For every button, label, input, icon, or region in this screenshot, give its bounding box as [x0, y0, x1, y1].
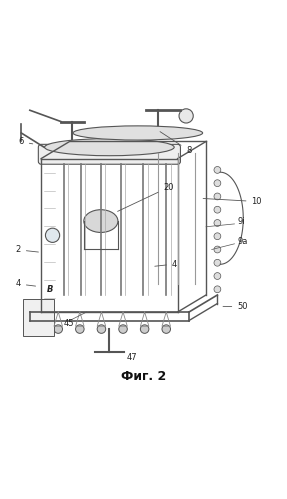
- FancyBboxPatch shape: [23, 299, 54, 336]
- Text: 9a: 9a: [237, 237, 248, 246]
- Text: 4: 4: [155, 259, 177, 268]
- Circle shape: [214, 206, 221, 213]
- Text: 8: 8: [160, 132, 191, 155]
- Circle shape: [75, 325, 84, 333]
- Circle shape: [97, 325, 106, 333]
- Circle shape: [162, 325, 170, 333]
- Circle shape: [119, 325, 127, 333]
- Ellipse shape: [84, 210, 118, 233]
- Circle shape: [54, 325, 63, 333]
- Ellipse shape: [44, 139, 174, 156]
- Circle shape: [214, 167, 221, 173]
- Text: 6: 6: [18, 137, 33, 146]
- Circle shape: [214, 180, 221, 187]
- Text: 4: 4: [15, 279, 36, 288]
- Circle shape: [214, 233, 221, 240]
- Text: 50: 50: [223, 302, 248, 311]
- Text: 2: 2: [15, 246, 38, 254]
- Text: B: B: [47, 285, 53, 294]
- Text: 47: 47: [127, 353, 137, 362]
- Text: 20: 20: [118, 183, 174, 212]
- Circle shape: [214, 193, 221, 200]
- Text: Фиг. 2: Фиг. 2: [121, 370, 166, 383]
- Circle shape: [214, 272, 221, 279]
- Text: 9i: 9i: [237, 217, 245, 226]
- Circle shape: [140, 325, 149, 333]
- Ellipse shape: [73, 126, 203, 140]
- Circle shape: [214, 286, 221, 293]
- Circle shape: [179, 109, 193, 123]
- Circle shape: [214, 259, 221, 266]
- Circle shape: [214, 220, 221, 227]
- Text: 45: 45: [64, 319, 74, 328]
- Text: 10: 10: [203, 197, 262, 206]
- Circle shape: [45, 228, 60, 243]
- FancyBboxPatch shape: [38, 144, 181, 164]
- Circle shape: [214, 246, 221, 253]
